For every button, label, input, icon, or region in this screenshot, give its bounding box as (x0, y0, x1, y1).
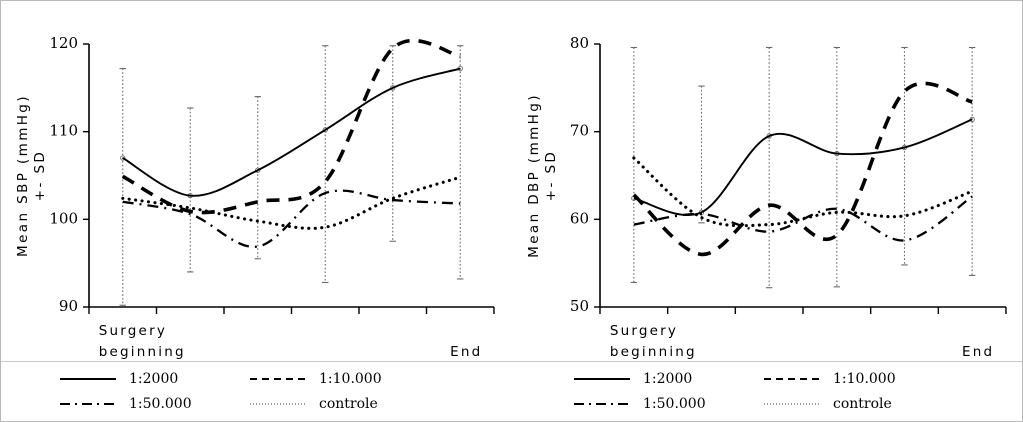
legend-item-controle[interactable]: controle (763, 396, 953, 412)
error-bar (630, 46, 638, 284)
y-axis-title-line-1: Mean SBP (mmHg) (15, 94, 31, 257)
series-line-1-10-000 (632, 81, 973, 257)
legend-swatch-dashed (250, 378, 306, 380)
x-axis-label-start: Surgery beginning (99, 323, 186, 360)
y-axis-title-line-2: +- SD (543, 150, 559, 201)
legend-label: 1:2000 (643, 371, 693, 387)
series-line-controle (632, 156, 974, 228)
chart-sbp: 90 100 110 120 Mean SBP (mmHg)+- SD Surgery be… (15, 34, 495, 360)
legend-swatch-dotted (764, 403, 820, 405)
legend-item-1-2000[interactable]: 1:2000 (573, 371, 763, 387)
error-bar (254, 96, 261, 260)
y-tick-label: 100 (49, 209, 78, 227)
y-tick-label: 70 (570, 122, 589, 140)
x-axis-label-end: End (450, 344, 482, 360)
legend-item-1-10000[interactable]: 1:10.000 (249, 371, 439, 387)
x-axis-label-start-line-1: Surgery (99, 323, 167, 339)
legend-sbp: 1:2000 1:10.000 1:50.000 controle (59, 371, 439, 421)
y-tick-label: 80 (570, 34, 589, 52)
legend-row: 1:50.000 controle (573, 396, 953, 412)
chart-panel-sbp: 90 100 110 120 Mean SBP (mmHg)+- SD Surgery be… (1, 1, 512, 361)
error-bar (698, 85, 705, 224)
y-tick-label: 90 (59, 297, 78, 315)
series-line-controle (121, 175, 462, 230)
legend-swatch-dotted (250, 403, 306, 405)
error-bar-mean-marker (322, 127, 328, 133)
error-bar (322, 45, 329, 284)
error-bar (901, 46, 908, 266)
error-bar (457, 45, 464, 280)
x-axis-label-start-line-2: beginning (610, 344, 697, 360)
chart-panel-dbp: 50 60 70 80 Mean DBP (mmHg)+- SD Surgery begin… (512, 1, 1023, 361)
legend-label: 1:50.000 (129, 396, 192, 412)
legend-item-1-50000[interactable]: 1:50.000 (573, 396, 763, 412)
legend-swatch-dashed (764, 378, 820, 380)
legend-item-1-50000[interactable]: 1:50.000 (59, 396, 249, 412)
legend-dbp: 1:2000 1:10.000 1:50.000 controle (573, 371, 953, 421)
series-line-1-50-000 (122, 189, 461, 248)
x-axis-label-end: End (962, 344, 994, 360)
series-line-1-2000 (633, 118, 973, 216)
legend-item-1-2000[interactable]: 1:2000 (59, 371, 249, 387)
legend-label: controle (833, 396, 892, 412)
legend-swatch-dashdot (60, 403, 116, 405)
y-tick-label: 50 (570, 297, 589, 315)
y-tick-label: 60 (570, 209, 589, 227)
x-axis-label-start-line-1: Surgery (610, 323, 678, 339)
series-line-1-2000 (122, 67, 461, 197)
y-axis-title: Mean DBP (mmHg)+- SD (526, 93, 559, 258)
legend-swatch-dashdot (574, 403, 630, 405)
chart-dbp: 50 60 70 80 Mean DBP (mmHg)+- SD Surgery begin… (526, 34, 1007, 360)
legend-swatch-solid (60, 378, 116, 380)
legend-label: 1:50.000 (643, 396, 706, 412)
legend-label: 1:10.000 (319, 371, 382, 387)
legend-item-controle[interactable]: controle (249, 396, 439, 412)
y-tick-label: 120 (49, 34, 78, 52)
legend-row: 1:50.000 controle (59, 396, 439, 412)
x-axis-label-start-line-2: beginning (99, 344, 186, 360)
y-tick-label: 110 (49, 122, 78, 140)
y-axis-title-line-2: +- SD (32, 150, 48, 201)
error-bar-mean-marker (255, 167, 261, 173)
error-bar-mean-marker (120, 155, 126, 161)
legend-swatch-solid (574, 378, 630, 380)
legend-label: 1:10.000 (833, 371, 896, 387)
error-bar (765, 46, 773, 289)
legend-label: controle (319, 396, 378, 412)
error-bar (119, 67, 126, 306)
error-bar (187, 107, 194, 273)
legend-row: 1:2000 1:10.000 (573, 371, 953, 387)
y-axis-title: Mean SBP (mmHg)+- SD (15, 94, 48, 257)
error-bar (833, 46, 841, 288)
legend-divider-top (1, 361, 1022, 362)
error-bar (389, 45, 396, 242)
x-axis-label-start: Surgery beginning (610, 323, 697, 360)
legend-row: 1:2000 1:10.000 (59, 371, 439, 387)
y-axis-title-line-1: Mean DBP (mmHg) (526, 93, 542, 258)
error-bar (968, 46, 976, 276)
series-line-1-10-000 (121, 38, 461, 215)
legend-item-1-10000[interactable]: 1:10.000 (763, 371, 953, 387)
legend-label: 1:2000 (129, 371, 179, 387)
